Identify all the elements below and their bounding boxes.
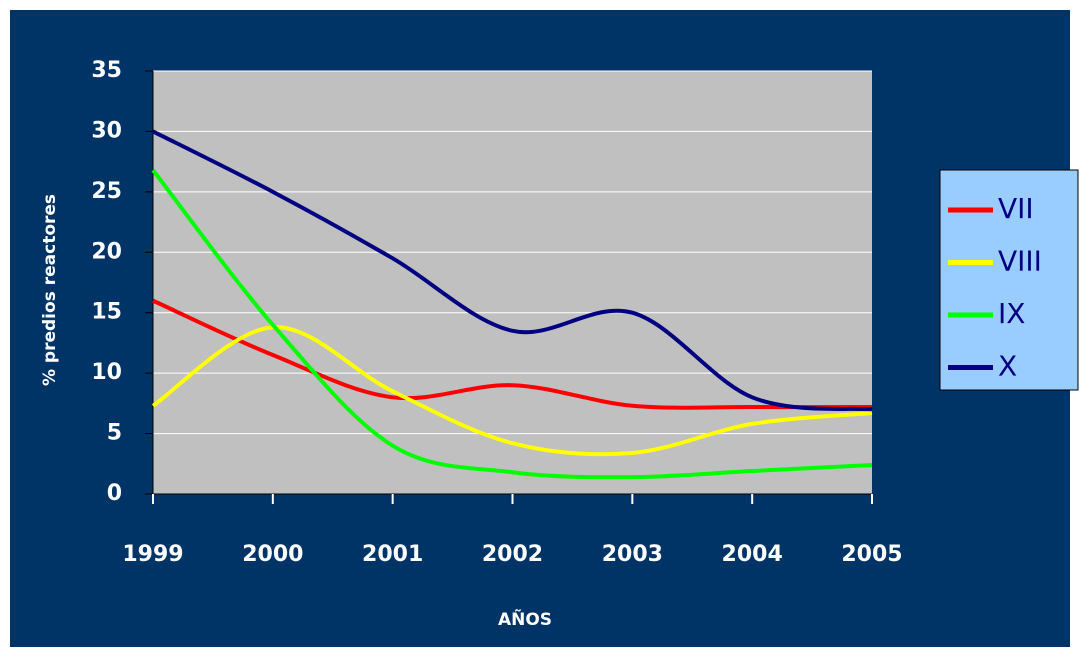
y-tick-label: 10	[91, 360, 122, 385]
y-tick-label: 20	[91, 239, 122, 264]
legend-label: VIII	[998, 245, 1042, 278]
series-line	[152, 129, 873, 412]
x-tick-label: 1999	[122, 542, 183, 567]
legend-label: VII	[998, 192, 1034, 225]
x-tick-label: 2001	[362, 542, 423, 567]
x-tick-label: 2003	[602, 542, 663, 567]
y-axis-label: % predios reactores	[40, 194, 60, 386]
y-tick-label: 5	[107, 421, 122, 446]
series-line	[151, 168, 873, 480]
legend-label: X	[998, 350, 1017, 383]
legend-label: IX	[998, 297, 1025, 330]
x-tick-label: 2002	[482, 542, 543, 567]
y-tick-label: 25	[91, 179, 122, 204]
x-tick-label: 2004	[722, 542, 783, 567]
y-tick-label: 15	[91, 300, 122, 325]
series-line	[152, 298, 873, 410]
y-tick-label: 35	[91, 58, 122, 83]
x-tick-label: 2000	[242, 542, 303, 567]
plot-area	[153, 71, 872, 494]
x-tick-label: 2005	[841, 542, 902, 567]
x-axis-label: AÑOS	[498, 607, 552, 630]
y-tick-label: 30	[91, 118, 122, 143]
y-tick-label: 0	[107, 481, 122, 506]
legend	[939, 169, 1079, 391]
